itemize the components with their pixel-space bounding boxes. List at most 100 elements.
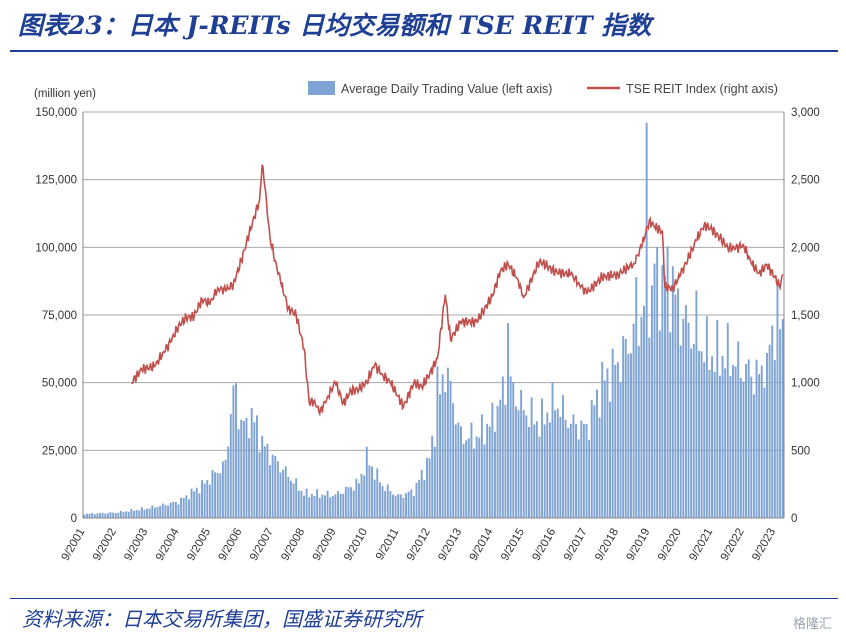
trading-value-bar	[316, 489, 319, 518]
trading-value-bar	[119, 510, 122, 518]
trading-value-bar	[159, 505, 162, 518]
trading-value-bar	[750, 376, 753, 518]
trading-value-bar	[499, 399, 502, 518]
trading-value-bar	[195, 487, 198, 518]
trading-value-bar	[525, 415, 528, 518]
trading-value-bar	[161, 503, 164, 518]
trading-value-bar	[609, 401, 612, 518]
trading-value-bar	[512, 382, 515, 518]
trading-value-bar	[465, 440, 468, 518]
trading-value-bar	[378, 482, 381, 518]
trading-value-bar	[146, 508, 149, 518]
x-tick-label: 9/2018	[593, 527, 621, 563]
trading-value-bar	[514, 406, 517, 518]
trading-value-bar	[164, 504, 167, 518]
trading-value-bar	[588, 439, 591, 518]
trading-value-bar	[211, 469, 214, 518]
x-tick-label: 9/2022	[719, 527, 747, 563]
legend: Average Daily Trading Value (left axis) …	[308, 81, 778, 96]
trading-value-bar	[104, 513, 107, 518]
trading-value-bar	[214, 472, 217, 518]
trading-value-bar	[402, 497, 405, 518]
trading-value-bar	[692, 344, 695, 518]
trading-value-bar	[363, 475, 366, 518]
trading-value-bar	[114, 512, 117, 518]
trading-value-bar	[337, 491, 339, 518]
trading-value-bar	[509, 376, 512, 518]
trading-value-bar	[548, 422, 551, 518]
trading-value-bar	[732, 365, 734, 518]
trading-value-bar	[603, 380, 606, 518]
trading-value-bar	[582, 423, 585, 518]
trading-value-bar	[313, 495, 316, 518]
trading-value-bar	[590, 400, 593, 518]
trading-value-bar	[153, 507, 156, 518]
right-tick-label: 500	[791, 445, 810, 457]
trading-value-bar	[237, 429, 240, 518]
right-axis-ticks: 0 500 1,000 1,500 2,000 2,500 3,000	[791, 107, 820, 525]
y-axis-unit-label: (million yen)	[34, 88, 96, 100]
trading-value-bar	[229, 414, 232, 518]
trading-value-bar	[255, 415, 258, 518]
trading-value-bar	[392, 494, 394, 518]
trading-value-bar	[535, 421, 538, 518]
trading-value-bar	[91, 512, 94, 518]
trading-value-bar	[428, 458, 431, 518]
right-tick-label: 1,500	[791, 310, 820, 322]
trading-value-bar	[494, 431, 496, 518]
left-tick-label: 75,000	[42, 310, 77, 322]
trading-value-bar	[669, 332, 672, 518]
trading-value-bar	[593, 405, 596, 518]
trading-value-bar	[282, 469, 285, 518]
trading-value-bar	[643, 305, 646, 518]
trading-value-bar	[232, 385, 235, 518]
trading-value-bar	[645, 122, 648, 518]
trading-value-bar	[449, 380, 452, 518]
x-tick-label: 9/2015	[499, 527, 527, 563]
x-tick-label: 9/2020	[656, 527, 684, 563]
trading-value-bar	[431, 435, 434, 518]
trading-value-bar	[106, 513, 109, 518]
trading-value-bar	[248, 438, 251, 518]
left-tick-label: 125,000	[35, 175, 77, 187]
trading-value-bar	[203, 483, 206, 518]
trading-value-bar	[747, 359, 750, 518]
trading-value-bar	[216, 473, 219, 518]
trading-value-bar	[405, 493, 407, 518]
trading-value-bar	[606, 368, 609, 518]
trading-value-bar	[528, 427, 530, 518]
legend-bar-swatch	[308, 81, 335, 95]
right-tick-label: 1,000	[791, 378, 820, 390]
trading-value-bar	[488, 426, 491, 518]
trading-value-bar	[708, 369, 711, 518]
trading-value-bar	[133, 510, 135, 518]
trading-value-bar	[201, 480, 203, 518]
trading-value-bar	[470, 422, 473, 518]
trading-value-bar	[781, 319, 784, 518]
trading-value-bar	[551, 382, 554, 518]
trading-value-bar	[399, 494, 402, 518]
trading-value-bar	[538, 436, 541, 518]
trading-value-bar	[355, 478, 358, 518]
trading-value-bar	[637, 346, 640, 518]
trading-value-bar	[334, 494, 337, 518]
x-tick-label: 9/2003	[122, 527, 150, 563]
x-tick-label: 9/2008	[279, 527, 307, 563]
trading-value-bar	[446, 367, 449, 518]
trading-value-bar	[541, 398, 544, 518]
trading-value-bar	[198, 493, 201, 518]
trading-value-bar	[151, 505, 154, 518]
trading-value-bar	[269, 465, 271, 518]
trading-value-bar	[711, 356, 714, 518]
trading-value-bar	[635, 277, 638, 518]
trading-value-bar	[562, 395, 564, 518]
trading-value-bar	[352, 490, 355, 518]
right-tick-label: 2,000	[791, 242, 820, 254]
trading-value-bar	[292, 483, 295, 518]
trading-value-bar	[125, 511, 128, 518]
trading-value-bar	[187, 499, 190, 518]
trading-value-bar	[760, 365, 763, 518]
trading-value-bar	[112, 512, 115, 518]
trading-value-bar	[729, 375, 732, 518]
left-tick-label: 50,000	[42, 378, 77, 390]
